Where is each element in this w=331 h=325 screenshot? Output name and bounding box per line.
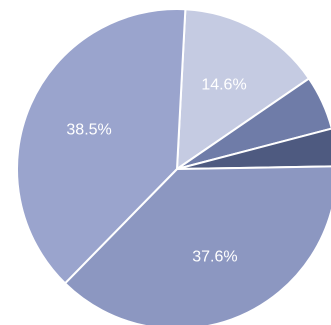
pie-slice-4 bbox=[63, 165, 331, 325]
pie-labels: 14.6% 37.6% 38.5% bbox=[66, 77, 246, 266]
pie-slice-2 bbox=[176, 77, 331, 170]
pie-slice-1 bbox=[175, 8, 311, 171]
pie-slice-3 bbox=[176, 127, 331, 170]
pie-slice-label-5: 38.5% bbox=[66, 122, 111, 139]
pie-slice-5 bbox=[16, 8, 187, 285]
pie-slice-label-4: 37.6% bbox=[192, 248, 237, 265]
pie-slice-label-1: 14.6% bbox=[201, 77, 246, 94]
pie-slices bbox=[16, 8, 331, 325]
